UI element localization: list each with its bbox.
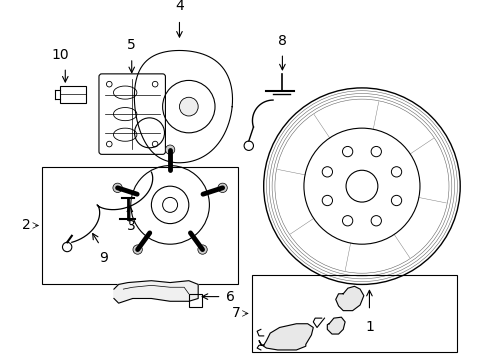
Circle shape bbox=[134, 118, 164, 148]
Text: 1: 1 bbox=[364, 320, 373, 334]
Text: 9: 9 bbox=[99, 251, 108, 265]
Text: 3: 3 bbox=[127, 219, 136, 233]
Circle shape bbox=[198, 245, 207, 254]
Text: 4: 4 bbox=[175, 0, 183, 13]
Text: 2: 2 bbox=[22, 219, 31, 233]
Text: 8: 8 bbox=[277, 34, 286, 48]
Polygon shape bbox=[114, 281, 198, 303]
Text: 10: 10 bbox=[52, 48, 69, 62]
Text: 6: 6 bbox=[226, 289, 235, 303]
Circle shape bbox=[179, 97, 198, 116]
Bar bbox=[188, 294, 202, 307]
Text: 7: 7 bbox=[231, 306, 240, 320]
Circle shape bbox=[218, 183, 227, 193]
Bar bbox=[42, 167, 238, 284]
Polygon shape bbox=[259, 324, 313, 350]
Circle shape bbox=[165, 145, 174, 154]
Polygon shape bbox=[335, 286, 363, 311]
Bar bbox=[60, 86, 86, 103]
Text: 5: 5 bbox=[127, 39, 136, 52]
Bar bbox=[251, 275, 456, 352]
Circle shape bbox=[113, 183, 122, 193]
Circle shape bbox=[133, 245, 142, 254]
Polygon shape bbox=[326, 317, 345, 334]
